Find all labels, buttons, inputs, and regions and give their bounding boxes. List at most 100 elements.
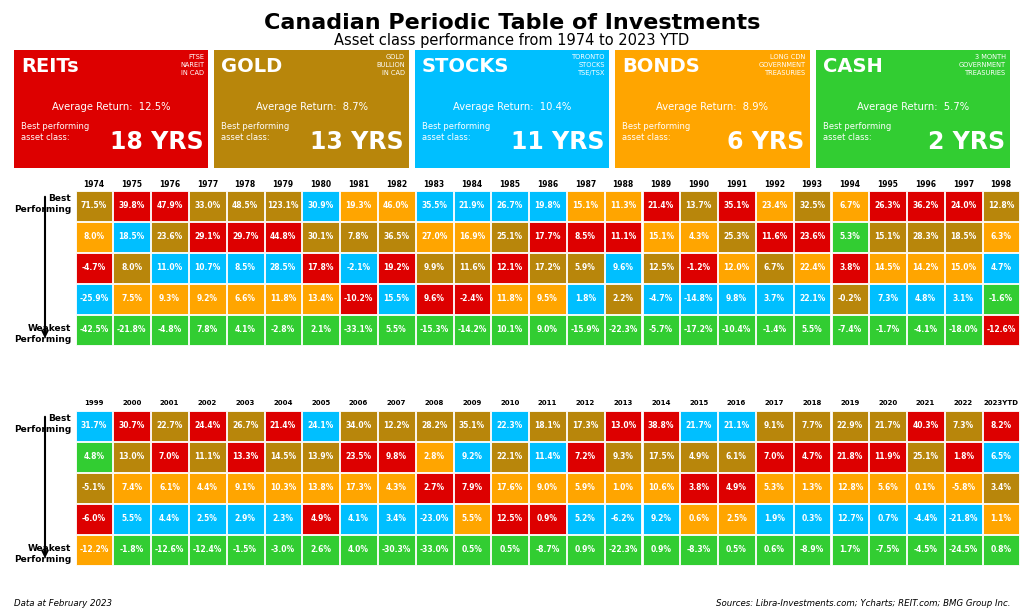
Bar xyxy=(567,411,604,441)
Text: -0.2%: -0.2% xyxy=(838,294,862,303)
Text: 14.2%: 14.2% xyxy=(912,263,939,272)
Text: 4.3%: 4.3% xyxy=(386,483,407,492)
Text: 11.8%: 11.8% xyxy=(269,294,296,303)
Text: 18.5%: 18.5% xyxy=(119,232,144,241)
Text: 30.1%: 30.1% xyxy=(307,232,334,241)
Text: 30.9%: 30.9% xyxy=(307,201,334,210)
Text: 12.8%: 12.8% xyxy=(988,201,1015,210)
Text: 1988: 1988 xyxy=(612,180,634,189)
Text: 48.5%: 48.5% xyxy=(232,201,258,210)
Bar xyxy=(188,191,225,221)
Text: -4.7%: -4.7% xyxy=(649,294,673,303)
Bar xyxy=(14,50,209,168)
Bar xyxy=(340,191,377,221)
Text: -33.1%: -33.1% xyxy=(344,325,373,334)
Text: 15.1%: 15.1% xyxy=(648,232,674,241)
Bar xyxy=(152,253,187,283)
Bar xyxy=(76,283,113,313)
Bar xyxy=(831,191,868,221)
Bar xyxy=(718,535,755,565)
Bar xyxy=(302,411,339,441)
Text: Sources: Libra-Investments.com; Ycharts; REIT.com; BMG Group Inc.: Sources: Libra-Investments.com; Ycharts;… xyxy=(716,599,1010,608)
Text: 2.5%: 2.5% xyxy=(726,514,746,523)
Text: 1984: 1984 xyxy=(462,180,482,189)
Bar xyxy=(454,535,490,565)
Text: Average Return:  5.7%: Average Return: 5.7% xyxy=(857,102,969,112)
Text: 2.3%: 2.3% xyxy=(272,514,294,523)
Text: 7.5%: 7.5% xyxy=(121,294,142,303)
Bar xyxy=(983,221,1020,251)
Bar xyxy=(567,441,604,471)
Bar xyxy=(794,411,830,441)
Bar xyxy=(907,283,944,313)
Bar xyxy=(416,253,453,283)
Bar xyxy=(188,314,225,345)
Bar xyxy=(794,473,830,503)
Text: 11.3%: 11.3% xyxy=(610,201,636,210)
Bar xyxy=(869,253,906,283)
Bar xyxy=(492,253,528,283)
Bar xyxy=(226,535,263,565)
Text: 4.9%: 4.9% xyxy=(726,483,746,492)
Bar xyxy=(152,441,187,471)
Text: 22.3%: 22.3% xyxy=(497,421,523,430)
Bar xyxy=(188,253,225,283)
Bar xyxy=(605,191,641,221)
Bar xyxy=(226,441,263,471)
Text: 4.1%: 4.1% xyxy=(348,514,369,523)
Text: Best performing
asset class:: Best performing asset class: xyxy=(623,122,690,142)
Text: 0.1%: 0.1% xyxy=(915,483,936,492)
Text: -25.9%: -25.9% xyxy=(79,294,109,303)
Bar xyxy=(76,314,113,345)
Bar xyxy=(831,221,868,251)
Bar xyxy=(188,283,225,313)
Bar xyxy=(680,221,717,251)
Bar xyxy=(264,411,301,441)
Text: 1996: 1996 xyxy=(915,180,936,189)
Text: Best
Performing: Best Performing xyxy=(13,414,71,434)
Text: -4.4%: -4.4% xyxy=(913,514,938,523)
Text: 2008: 2008 xyxy=(424,400,443,406)
Bar xyxy=(907,411,944,441)
Bar xyxy=(907,191,944,221)
Text: 14.5%: 14.5% xyxy=(874,263,901,272)
Bar xyxy=(945,535,982,565)
Text: 32.5%: 32.5% xyxy=(799,201,825,210)
Bar xyxy=(642,253,679,283)
Text: 2016: 2016 xyxy=(727,400,746,406)
Bar xyxy=(794,191,830,221)
Bar xyxy=(529,441,566,471)
Bar xyxy=(794,253,830,283)
Bar xyxy=(264,473,301,503)
Bar xyxy=(302,441,339,471)
Bar xyxy=(567,473,604,503)
Bar xyxy=(567,314,604,345)
Text: 21.7%: 21.7% xyxy=(685,421,712,430)
Text: 2007: 2007 xyxy=(387,400,406,406)
Bar xyxy=(907,441,944,471)
Text: Best performing
asset class:: Best performing asset class: xyxy=(822,122,891,142)
Text: 12.5%: 12.5% xyxy=(497,514,523,523)
Text: 12.5%: 12.5% xyxy=(648,263,674,272)
Text: -12.4%: -12.4% xyxy=(193,545,222,554)
Bar xyxy=(680,411,717,441)
Bar xyxy=(492,314,528,345)
Bar xyxy=(340,535,377,565)
Bar xyxy=(529,191,566,221)
Text: 5.6%: 5.6% xyxy=(878,483,898,492)
Text: 1997: 1997 xyxy=(952,180,974,189)
Bar xyxy=(340,314,377,345)
Text: 22.1%: 22.1% xyxy=(799,294,825,303)
Text: 1989: 1989 xyxy=(650,180,672,189)
Text: 2.2%: 2.2% xyxy=(612,294,634,303)
Text: 8.2%: 8.2% xyxy=(990,421,1012,430)
Text: 10.3%: 10.3% xyxy=(269,483,296,492)
Text: 34.0%: 34.0% xyxy=(345,421,372,430)
Bar xyxy=(831,503,868,533)
Text: -1.5%: -1.5% xyxy=(233,545,257,554)
Bar xyxy=(718,441,755,471)
Text: GOLD: GOLD xyxy=(221,57,283,76)
Text: 21.4%: 21.4% xyxy=(269,421,296,430)
Bar xyxy=(188,441,225,471)
Text: 25.3%: 25.3% xyxy=(723,232,750,241)
